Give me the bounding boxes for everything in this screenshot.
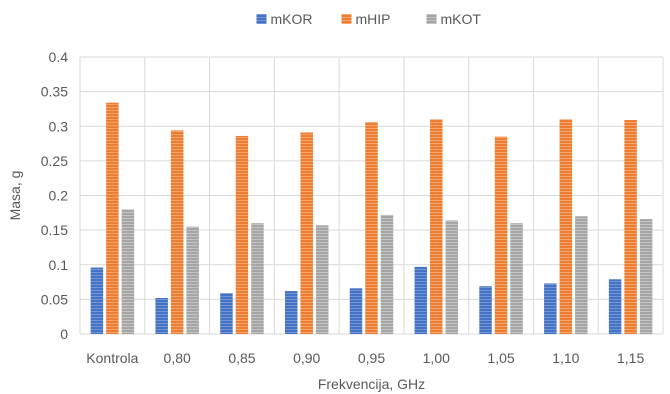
bar-mHIP-6: [494, 136, 508, 334]
y-tick-label: 0.1: [49, 257, 69, 273]
bar-mKOT-7: [575, 216, 588, 334]
legend-label-mKOR: mKOR: [271, 11, 313, 27]
bar-mKOR-2: [220, 293, 233, 334]
x-axis-title: Frekvencija, GHz: [318, 376, 425, 392]
y-axis-ticks: 0 0.05 0.1 0.15 0.2 0.25 0.3 0.35 0.4: [41, 49, 68, 342]
y-tick-label: 0: [60, 326, 68, 342]
bar-mKOR-7: [544, 283, 557, 334]
bar-mKOR-5: [414, 266, 428, 334]
x-tick-label: 0,95: [358, 350, 385, 366]
legend-label-mHIP: mHIP: [356, 11, 391, 27]
y-tick-label: 0.15: [41, 222, 68, 238]
bar-mKOT-0: [121, 209, 135, 334]
bar-mKOT-5: [445, 220, 459, 334]
bar-mKOT-4: [380, 214, 394, 334]
bar-mHIP-2: [235, 135, 249, 334]
x-tick-label: 0,85: [228, 350, 255, 366]
bar-mKOR-3: [284, 291, 298, 334]
bar-mHIP-8: [624, 120, 637, 334]
bar-mHIP-4: [365, 122, 378, 334]
y-tick-label: 0.05: [41, 291, 68, 307]
x-tick-label: 1,05: [487, 350, 514, 366]
bar-mKOT-2: [251, 223, 264, 334]
y-axis-title: Masa, g: [7, 171, 23, 221]
bar-mHIP-7: [559, 119, 573, 334]
x-tick-label: 0,80: [164, 350, 191, 366]
legend-swatch-mHIP: [341, 14, 352, 24]
legend-label-mKOT: mKOT: [441, 11, 482, 27]
x-axis-ticks: Kontrola 0,80 0,85 0,90 0,95 1,00 1,05 1,10 1,15: [86, 350, 644, 366]
y-tick-label: 0.25: [41, 153, 68, 169]
x-tick-label: Kontrola: [86, 350, 138, 366]
bars: [90, 102, 653, 334]
y-tick-label: 0.4: [49, 49, 69, 65]
legend-swatch-mKOT: [426, 14, 437, 24]
legend-swatch-mKOR: [256, 14, 267, 24]
bar-mKOR-6: [479, 286, 492, 334]
x-tick-label: 1,00: [423, 350, 450, 366]
bar-mKOR-4: [349, 288, 363, 334]
bar-mHIP-0: [106, 102, 119, 334]
bar-mKOT-3: [315, 225, 329, 334]
bar-mHIP-1: [170, 130, 184, 334]
x-tick-label: 1,10: [552, 350, 579, 366]
y-tick-label: 0.3: [49, 118, 69, 134]
bar-mKOT-1: [186, 226, 199, 334]
bar-mKOR-8: [608, 279, 622, 334]
y-tick-label: 0.35: [41, 84, 68, 100]
bar-mKOT-8: [639, 219, 653, 334]
bar-mHIP-3: [300, 132, 313, 334]
y-tick-label: 0.2: [49, 188, 69, 204]
bar-mHIP-5: [430, 119, 443, 334]
bar-mKOT-6: [510, 223, 523, 334]
bar-mKOR-0: [90, 267, 104, 334]
x-tick-label: 0,90: [293, 350, 320, 366]
bar-mKOR-1: [155, 297, 168, 334]
legend: mKOR mHIP mKOT: [256, 11, 482, 27]
x-tick-label: 1,15: [617, 350, 644, 366]
